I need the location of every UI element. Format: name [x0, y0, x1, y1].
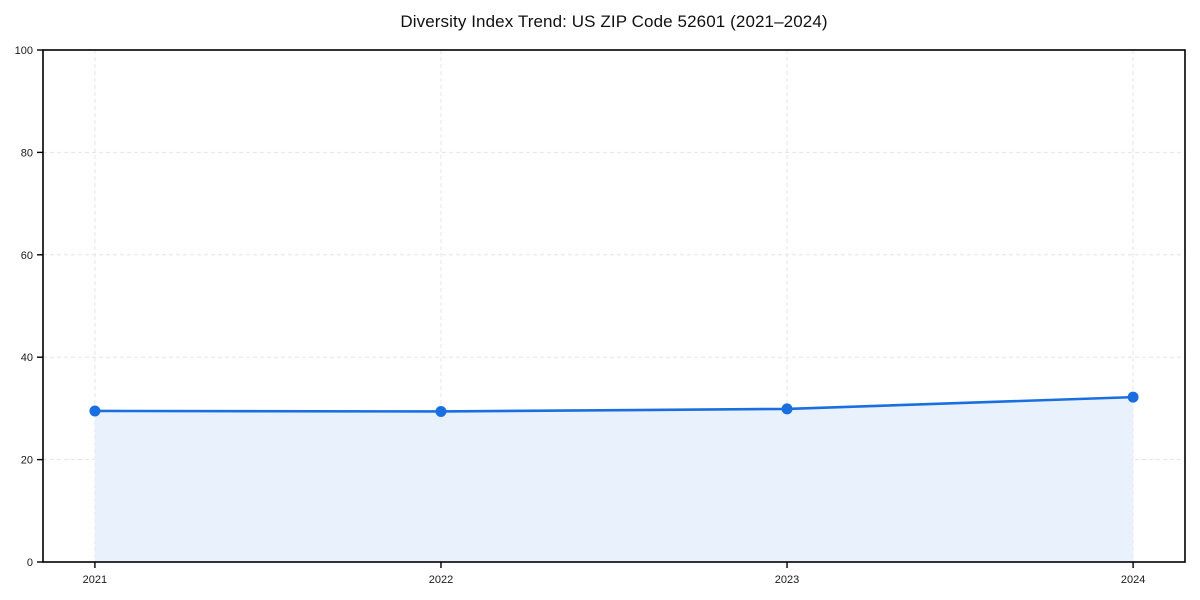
- x-tick-label: 2024: [1121, 574, 1145, 586]
- data-point-2023: [781, 403, 793, 415]
- y-tick-label: 0: [27, 557, 33, 569]
- trend-line: [93, 395, 1135, 413]
- y-tick-label: 60: [21, 250, 33, 262]
- y-tick-label: 80: [21, 147, 33, 159]
- x-tick-label: 2022: [429, 574, 453, 586]
- axis-frame: [42, 49, 1186, 563]
- y-tick-label: 20: [21, 455, 33, 467]
- data-point-2022: [435, 405, 447, 417]
- data-point-2024: [1127, 391, 1139, 403]
- y-tick-label: 100: [15, 45, 33, 57]
- data-point-2021: [89, 405, 101, 417]
- chart-title: Diversity Index Trend: US ZIP Code 52601…: [400, 12, 828, 31]
- x-tick-label: 2023: [775, 574, 799, 586]
- area-fill: [94, 397, 1134, 562]
- y-tick-label: 40: [21, 352, 33, 364]
- x-tick-label: 2021: [83, 574, 107, 586]
